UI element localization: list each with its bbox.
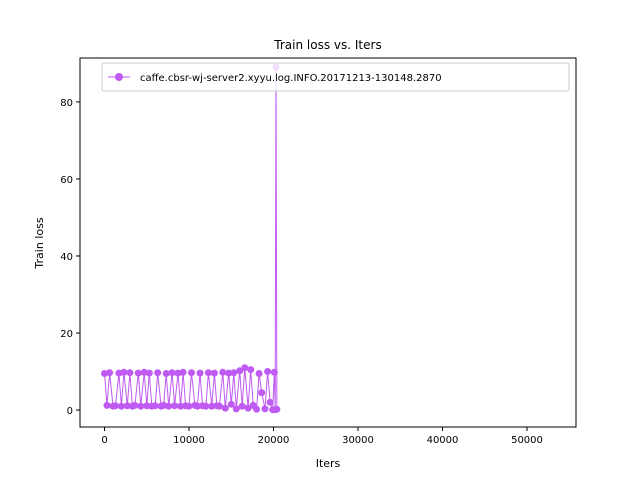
legend-series-label: caffe.cbsr-wj-server2.xyyu.log.INFO.2017… bbox=[140, 73, 442, 84]
data-point bbox=[171, 402, 179, 410]
data-point bbox=[204, 369, 212, 377]
x-tick-label: 0 bbox=[101, 435, 107, 446]
y-axis-label: Train loss bbox=[33, 217, 46, 269]
plot-area bbox=[101, 63, 281, 414]
legend-marker-swatch bbox=[115, 73, 123, 81]
data-point bbox=[179, 368, 187, 376]
y-axis: 0 20 40 60 80 bbox=[60, 98, 80, 417]
x-tick-label: 30000 bbox=[342, 435, 374, 446]
data-point bbox=[219, 368, 227, 376]
data-point bbox=[194, 402, 201, 410]
data-point bbox=[131, 401, 139, 409]
data-point bbox=[241, 364, 249, 372]
data-point bbox=[236, 367, 244, 375]
data-point bbox=[137, 402, 145, 410]
data-point bbox=[154, 369, 162, 377]
data-point bbox=[221, 404, 229, 412]
data-point bbox=[255, 370, 263, 377]
data-point bbox=[112, 402, 119, 410]
data-point bbox=[145, 369, 153, 377]
data-point bbox=[196, 369, 204, 377]
series-line bbox=[104, 67, 278, 411]
data-point bbox=[151, 402, 159, 410]
x-tick-label: 10000 bbox=[173, 435, 205, 446]
data-point bbox=[253, 405, 261, 413]
data-point bbox=[123, 402, 131, 410]
y-tick-label: 80 bbox=[60, 98, 73, 109]
data-point bbox=[225, 369, 233, 377]
data-point bbox=[188, 369, 195, 377]
chart-title: Train loss vs. Iters bbox=[273, 38, 381, 52]
y-tick-label: 60 bbox=[60, 175, 73, 186]
data-point bbox=[247, 366, 255, 374]
x-tick-label: 50000 bbox=[511, 435, 543, 446]
x-axis: 0 10000 20000 30000 40000 50000 bbox=[101, 427, 543, 446]
x-tick-label: 20000 bbox=[258, 435, 290, 446]
x-axis-label: Iters bbox=[316, 457, 341, 470]
data-point bbox=[215, 402, 223, 410]
data-point bbox=[261, 405, 269, 413]
data-point bbox=[143, 402, 151, 410]
data-point bbox=[126, 369, 134, 377]
plot-frame bbox=[79, 57, 577, 428]
data-point bbox=[168, 369, 176, 377]
data-point bbox=[232, 405, 240, 413]
data-point bbox=[106, 369, 114, 377]
data-point bbox=[134, 369, 142, 377]
y-tick-label: 0 bbox=[67, 406, 73, 417]
data-point bbox=[165, 402, 173, 410]
y-tick-label: 20 bbox=[60, 329, 73, 340]
x-tick-label: 40000 bbox=[427, 435, 459, 446]
data-point bbox=[117, 402, 125, 410]
data-point bbox=[120, 368, 128, 376]
data-point bbox=[238, 402, 246, 410]
data-point bbox=[227, 400, 235, 408]
legend-box bbox=[101, 62, 570, 92]
data-point bbox=[270, 368, 278, 376]
data-point bbox=[210, 369, 218, 377]
data-point bbox=[185, 402, 193, 410]
y-tick-label: 40 bbox=[60, 252, 73, 263]
legend: caffe.cbsr-wj-server2.xyyu.log.INFO.2017… bbox=[101, 62, 570, 92]
data-point bbox=[264, 368, 272, 375]
data-point bbox=[266, 398, 274, 406]
data-point bbox=[273, 405, 281, 413]
data-point bbox=[177, 402, 185, 410]
data-point bbox=[103, 401, 111, 409]
data-point bbox=[230, 369, 238, 377]
data-point bbox=[162, 370, 170, 377]
data-point bbox=[202, 402, 210, 410]
data-point bbox=[258, 389, 266, 397]
data-point bbox=[208, 402, 216, 410]
